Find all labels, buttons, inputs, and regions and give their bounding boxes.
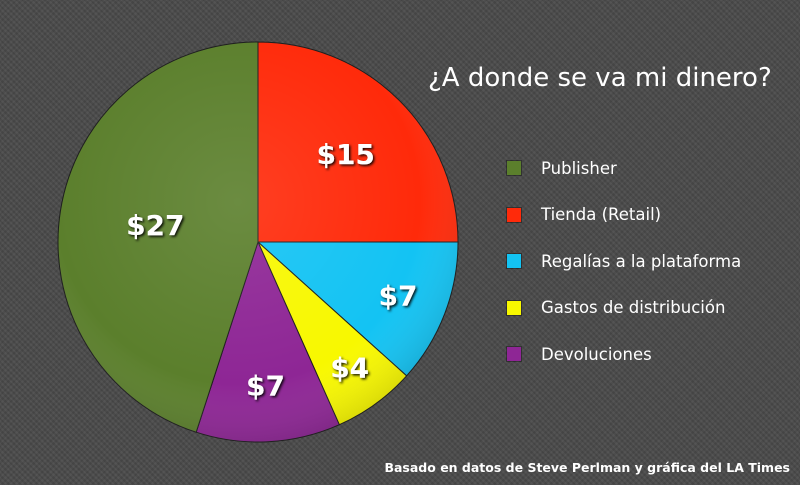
legend-label-retail: Tienda (Retail) bbox=[541, 205, 662, 224]
legend-swatch-publisher bbox=[507, 161, 521, 175]
chart-title: ¿A donde se va mi dinero? bbox=[428, 63, 772, 93]
legend: Publisher Tienda (Retail) Regalías a la … bbox=[507, 156, 741, 389]
legend-label-platform-royalties: Regalías a la plataforma bbox=[541, 251, 742, 271]
legend-swatch-returns bbox=[507, 347, 521, 361]
data-label-gastos-de-distribucion: $4 bbox=[330, 352, 369, 385]
data-label-devoluciones: $7 bbox=[246, 369, 285, 402]
legend-item-returns: Devoluciones bbox=[507, 342, 741, 366]
legend-label-distribution-costs: Gastos de distribución bbox=[541, 298, 726, 317]
legend-item-retail: Tienda (Retail) bbox=[507, 203, 741, 227]
legend-swatch-retail bbox=[507, 207, 521, 222]
legend-label-returns: Devoluciones bbox=[541, 344, 652, 364]
legend-item-publisher: Publisher bbox=[507, 156, 741, 180]
legend-swatch-platform-royalties bbox=[507, 254, 521, 268]
legend-item-distribution-costs: Gastos de distribución bbox=[507, 296, 741, 320]
legend-swatch-distribution-costs bbox=[507, 300, 521, 315]
source-note: Basado en datos de Steve Perlman y gráfi… bbox=[384, 460, 790, 475]
data-label-tienda-retail: $15 bbox=[316, 138, 374, 171]
data-label-regalias-a-la-plataforma: $7 bbox=[379, 279, 418, 312]
data-label-publisher: $27 bbox=[126, 209, 184, 242]
legend-label-publisher: Publisher bbox=[541, 158, 617, 178]
legend-item-platform-royalties: Regalías a la plataforma bbox=[507, 249, 741, 273]
